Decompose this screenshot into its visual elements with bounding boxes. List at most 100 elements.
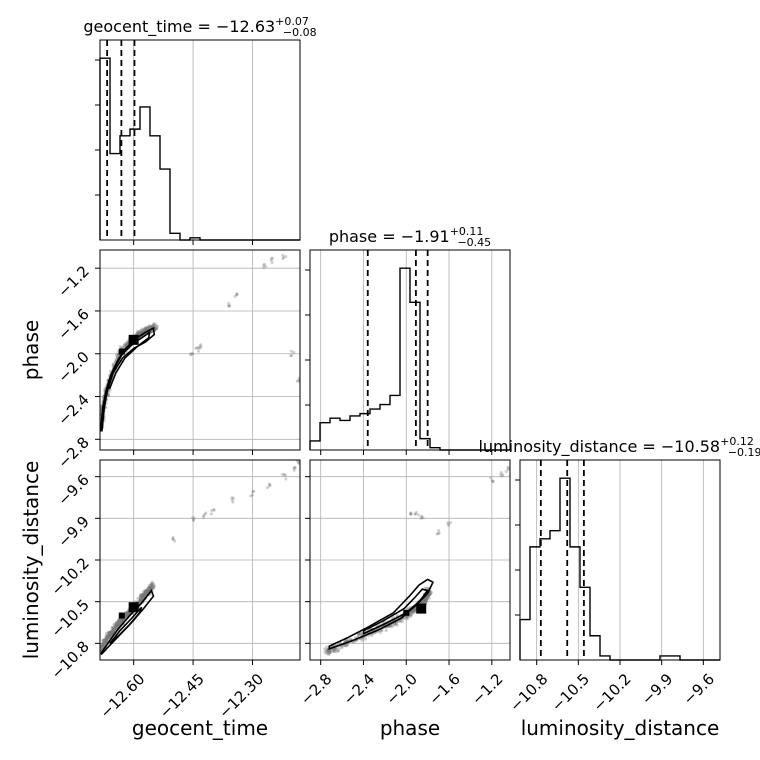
scatter-point bbox=[142, 592, 146, 596]
scatter-point bbox=[323, 650, 327, 654]
scatter-point bbox=[144, 592, 148, 596]
scatter-point bbox=[107, 632, 112, 636]
scatter-point bbox=[429, 590, 434, 595]
scatter-point bbox=[189, 353, 193, 357]
y-tick-label: −2.4 bbox=[54, 391, 92, 429]
x-tick-label: −9.6 bbox=[680, 670, 718, 708]
scatter-point bbox=[111, 630, 116, 634]
scatter-point bbox=[143, 590, 147, 594]
scatter-point bbox=[107, 390, 111, 394]
scatter-point bbox=[106, 635, 110, 639]
scatter-point bbox=[124, 613, 128, 617]
scatter-point bbox=[411, 608, 415, 613]
contour-level bbox=[362, 588, 430, 635]
scatter-point bbox=[409, 511, 413, 515]
scatter-point bbox=[332, 649, 336, 653]
scatter-point bbox=[148, 325, 152, 329]
scatter-point bbox=[113, 628, 117, 632]
scatter-point bbox=[284, 477, 288, 481]
scatter-point bbox=[411, 610, 416, 614]
scatter-point bbox=[148, 585, 152, 589]
scatter-point bbox=[269, 258, 273, 262]
scatter-point bbox=[140, 329, 144, 333]
scatter-point bbox=[506, 465, 510, 469]
scatter-point bbox=[423, 598, 427, 602]
scatter-point bbox=[146, 586, 151, 590]
scatter-point bbox=[125, 611, 129, 615]
scatter-point bbox=[106, 631, 111, 635]
scatter-point bbox=[424, 601, 428, 605]
scatter-point bbox=[423, 598, 427, 602]
scatter-point bbox=[501, 473, 505, 477]
scatter-point bbox=[149, 586, 153, 590]
scatter-point bbox=[111, 627, 115, 631]
scatter-point bbox=[115, 623, 119, 627]
scatter-point bbox=[424, 599, 428, 603]
scatter-point bbox=[422, 599, 427, 603]
scatter-point bbox=[142, 593, 146, 597]
scatter-point bbox=[147, 325, 151, 329]
scatter-point bbox=[109, 632, 113, 636]
scatter-point bbox=[150, 585, 154, 589]
scatter-point bbox=[143, 588, 147, 593]
scatter-point bbox=[111, 626, 115, 630]
scatter-point bbox=[292, 468, 296, 472]
scatter-point bbox=[235, 292, 239, 296]
scatter-point bbox=[111, 629, 115, 633]
scatter-point bbox=[190, 352, 194, 356]
scatter-point bbox=[143, 592, 147, 596]
scatter-point bbox=[101, 642, 106, 646]
scatter-point bbox=[138, 331, 142, 335]
scatter-point bbox=[100, 644, 104, 648]
scatter-points bbox=[100, 460, 300, 655]
x-tick-label: −10.8 bbox=[506, 670, 551, 715]
scatter-point bbox=[114, 626, 118, 631]
scatter-point bbox=[149, 586, 154, 590]
contour-level bbox=[109, 606, 143, 644]
scatter-point bbox=[147, 586, 151, 590]
scatter-point bbox=[107, 633, 111, 637]
scatter-point bbox=[110, 631, 115, 635]
scatter-point bbox=[117, 619, 121, 624]
title-value: phase = −1.91 bbox=[329, 227, 450, 246]
scatter-point bbox=[138, 599, 142, 603]
scatter-point bbox=[149, 325, 153, 329]
scatter-point bbox=[227, 301, 231, 305]
scatter-point bbox=[150, 580, 154, 584]
scatter-point bbox=[146, 589, 151, 593]
scatter-point bbox=[141, 593, 146, 598]
scatter-point bbox=[146, 589, 150, 593]
scatter-point bbox=[114, 353, 119, 357]
scatter-point bbox=[140, 596, 144, 601]
scatter-point bbox=[144, 327, 148, 331]
scatter-point bbox=[102, 643, 106, 647]
scatter-point bbox=[410, 609, 414, 614]
scatter-point bbox=[125, 613, 129, 617]
scatter-point bbox=[144, 326, 149, 331]
scatter-point bbox=[358, 631, 363, 635]
scatter-point bbox=[137, 332, 141, 336]
scatter-point bbox=[109, 632, 113, 636]
scatter-point bbox=[425, 596, 429, 600]
scatter-point bbox=[359, 633, 364, 637]
scatter-point bbox=[109, 634, 113, 638]
scatter-point bbox=[343, 644, 348, 648]
scatter-point bbox=[101, 638, 105, 642]
scatter-point bbox=[119, 618, 123, 623]
scatter-point bbox=[356, 632, 361, 636]
scatter-point bbox=[150, 583, 154, 587]
scatter-point bbox=[146, 588, 150, 592]
scatter-point bbox=[197, 345, 201, 349]
scatter-point bbox=[147, 585, 151, 590]
scatter-point bbox=[412, 608, 417, 612]
scatter-point bbox=[147, 589, 151, 593]
scatter-point bbox=[121, 619, 125, 623]
scatter-point bbox=[100, 646, 103, 651]
scatter-point bbox=[419, 516, 423, 520]
scatter-point bbox=[427, 596, 431, 601]
scatter-point bbox=[499, 471, 503, 475]
scatter-point bbox=[150, 330, 154, 334]
scatter-point bbox=[115, 621, 119, 626]
scatter-point bbox=[125, 340, 129, 344]
scatter-point bbox=[116, 621, 120, 625]
